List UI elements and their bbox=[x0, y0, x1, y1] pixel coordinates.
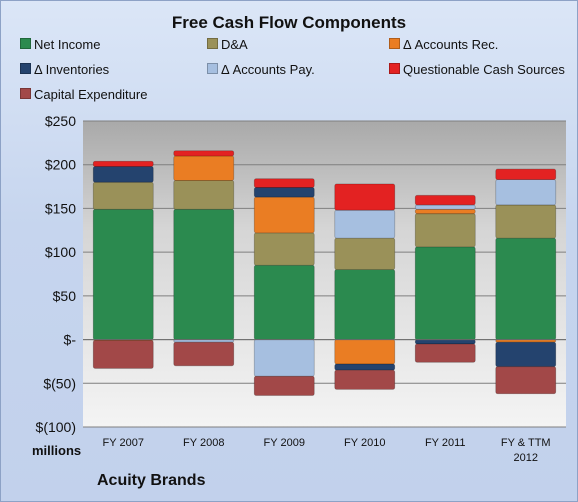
legend-label: Δ Inventories bbox=[34, 62, 110, 77]
x-tick-label: FY 2009 bbox=[264, 437, 305, 449]
bar-segment bbox=[92, 181, 154, 210]
bar-segment bbox=[414, 246, 476, 340]
bar-segment bbox=[173, 155, 235, 181]
bar-segment bbox=[334, 237, 396, 271]
bar-segment bbox=[414, 194, 476, 206]
legend-label: Δ Accounts Pay. bbox=[221, 62, 315, 77]
bar-segment bbox=[334, 209, 396, 239]
legend-swatch bbox=[20, 38, 31, 49]
bar-segment bbox=[334, 363, 396, 371]
bar-segment bbox=[334, 183, 396, 211]
bar-segment bbox=[495, 204, 557, 239]
bar-segment bbox=[253, 187, 315, 198]
bar-segment bbox=[414, 343, 476, 363]
y-tick-label: $150 bbox=[45, 200, 76, 216]
legend-label: Δ Accounts Rec. bbox=[403, 37, 499, 52]
bar-segment bbox=[253, 178, 315, 188]
bar-segment bbox=[253, 232, 315, 266]
company-name: Acuity Brands bbox=[97, 472, 206, 489]
plot-background bbox=[83, 121, 566, 427]
legend-swatch bbox=[20, 63, 31, 74]
legend-item: Δ Inventories bbox=[20, 62, 109, 77]
x-tick-label: 2012 bbox=[514, 452, 538, 464]
bar-segment bbox=[253, 375, 315, 396]
bar-segment bbox=[334, 339, 396, 365]
legend-label: Capital Expenditure bbox=[34, 87, 148, 102]
legend-label: Net Income bbox=[34, 37, 101, 52]
legend-item: Questionable Cash Sources bbox=[389, 62, 565, 77]
x-tick-label: FY 2007 bbox=[103, 437, 144, 449]
bar-segment bbox=[173, 341, 235, 367]
legend-label: D&A bbox=[221, 37, 248, 52]
legend-swatch bbox=[389, 63, 400, 74]
bar-segment bbox=[495, 168, 557, 180]
y-tick-label: $250 bbox=[45, 113, 76, 129]
legend-label: Questionable Cash Sources bbox=[403, 62, 565, 77]
bar-segment bbox=[253, 264, 315, 340]
bar-segment bbox=[173, 180, 235, 210]
bar-segment bbox=[92, 166, 154, 183]
y-tick-label: $(100) bbox=[36, 419, 76, 435]
bar-segment bbox=[414, 213, 476, 248]
chart-title: Free Cash Flow Components bbox=[171, 13, 407, 32]
bar-segment bbox=[495, 237, 557, 340]
bar-segment bbox=[173, 208, 235, 340]
x-tick-label: FY 2011 bbox=[425, 437, 466, 449]
bar-segment bbox=[495, 341, 557, 368]
y-tick-label: $(50) bbox=[43, 375, 76, 391]
bar-segment bbox=[92, 208, 154, 340]
legend-item: Δ Accounts Rec. bbox=[389, 37, 498, 52]
bar-segment bbox=[92, 160, 154, 167]
bar-segment bbox=[414, 204, 476, 210]
bar-segment bbox=[92, 340, 154, 369]
y-tick-label: $100 bbox=[45, 244, 76, 260]
bar-segment bbox=[173, 150, 235, 157]
legend-swatch bbox=[20, 88, 31, 99]
legend-swatch bbox=[207, 63, 218, 74]
x-tick-label: FY & TTM bbox=[501, 437, 551, 449]
bar-segment bbox=[253, 196, 315, 234]
unit-label: millions bbox=[32, 443, 82, 458]
y-tick-label: $50 bbox=[53, 288, 77, 304]
bar-segment bbox=[253, 339, 315, 377]
bar-segment bbox=[414, 339, 476, 345]
legend-item: Capital Expenditure bbox=[20, 87, 147, 102]
bar-segment bbox=[495, 366, 557, 395]
bar-segment bbox=[414, 208, 476, 215]
legend-item: Δ Accounts Pay. bbox=[207, 62, 315, 77]
y-tick-label: $200 bbox=[45, 157, 76, 173]
legend-item: Net Income bbox=[20, 37, 100, 52]
x-tick-label: FY 2008 bbox=[183, 437, 224, 449]
bar-segment bbox=[495, 179, 557, 206]
bar-segment bbox=[334, 369, 396, 390]
legend-swatch bbox=[389, 38, 400, 49]
bar-segment bbox=[334, 269, 396, 340]
legend-item: D&A bbox=[207, 37, 248, 52]
y-tick-label: $- bbox=[64, 332, 77, 348]
legend-swatch bbox=[207, 38, 218, 49]
x-tick-label: FY 2010 bbox=[344, 437, 385, 449]
